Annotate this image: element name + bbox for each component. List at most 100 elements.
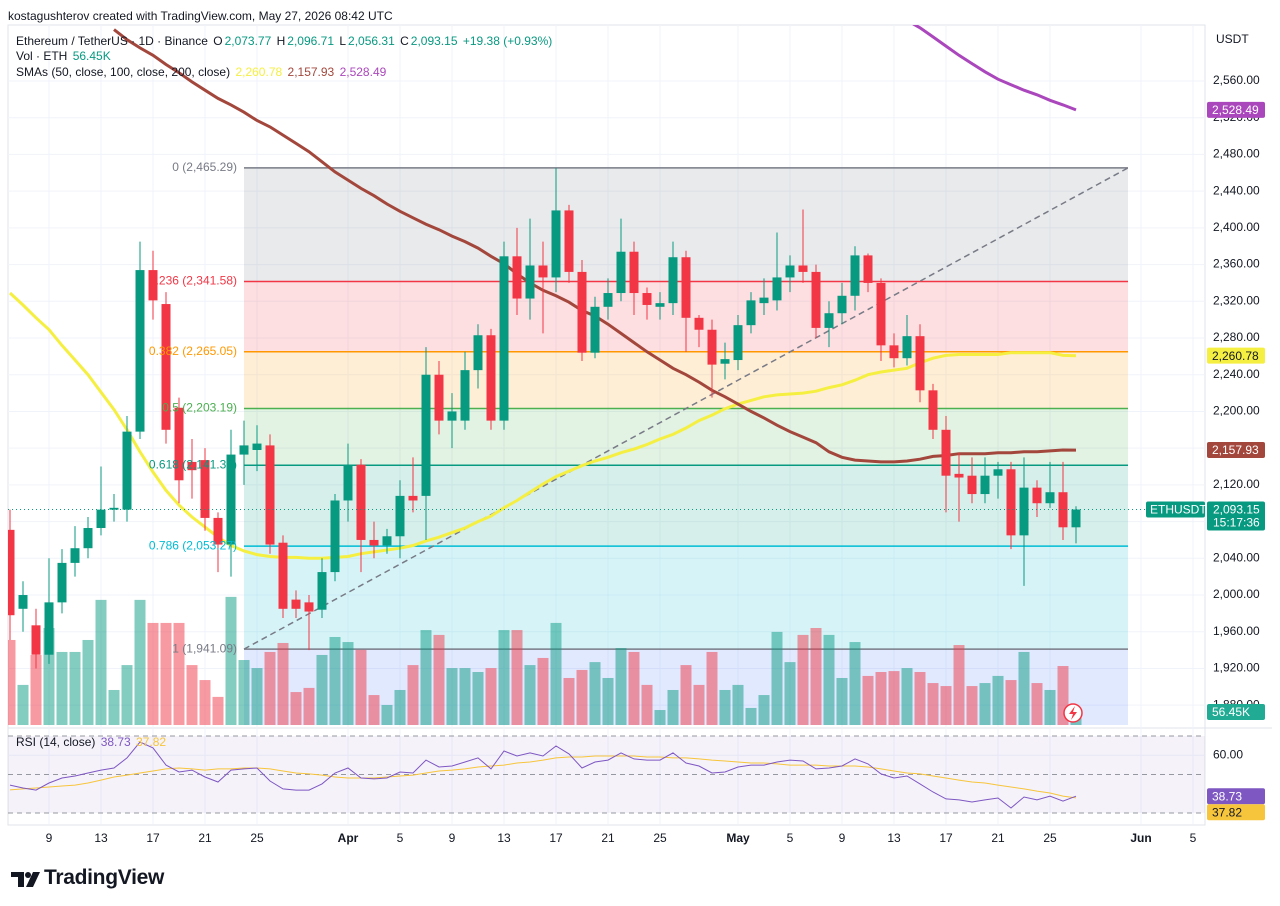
volume-bar	[264, 651, 276, 725]
candle-body	[928, 390, 938, 430]
volume-bar	[524, 665, 536, 725]
candle-body	[551, 210, 561, 278]
y-tick-label: 2,280.00	[1213, 330, 1260, 344]
rsi-ma-badge: 37.82	[1212, 805, 1242, 819]
candle-body	[681, 257, 691, 318]
candle-body	[473, 335, 483, 371]
o-val: 2,073.77	[224, 34, 272, 48]
volume-bar	[732, 684, 744, 725]
event-icon[interactable]	[1063, 703, 1083, 723]
sma100-value: 2,157.93	[287, 65, 335, 79]
candle-body	[252, 443, 262, 450]
candle-body	[18, 595, 28, 609]
sma-badge-bg	[1207, 101, 1265, 118]
rsi-pane	[8, 735, 1205, 814]
volume-bar	[719, 689, 731, 725]
volume-bar	[680, 665, 692, 725]
fib-label: 0.5 (2,203.19)	[162, 401, 237, 415]
candles	[8, 167, 1205, 669]
x-tick-label: 17	[939, 831, 953, 845]
volume-bar	[485, 668, 497, 725]
y-tick-label: 1,920.00	[1213, 661, 1260, 675]
price-badge: 2,093.15	[1213, 503, 1260, 517]
candle-body	[1045, 492, 1055, 504]
x-tick-label: May	[726, 831, 750, 845]
fib-zone	[244, 546, 1128, 650]
y-tick-label: 2,440.00	[1213, 183, 1260, 197]
volume-bar	[329, 636, 341, 725]
l-key: L	[339, 34, 347, 48]
volume-bar	[147, 622, 159, 725]
candle-body	[31, 625, 41, 655]
rsi-line	[9, 741, 1077, 809]
volume-bar	[459, 668, 471, 725]
price-badge-bg	[1207, 501, 1265, 531]
volume-bar	[563, 677, 575, 725]
candle-body	[746, 300, 756, 326]
volume-bar	[797, 634, 809, 725]
symbol-badge: ETHUSDT	[1150, 503, 1207, 517]
candle-body	[642, 293, 652, 305]
volume-bar	[875, 672, 887, 725]
candle-body	[265, 445, 275, 545]
candle-body	[772, 277, 782, 301]
x-tick-label: Apr	[338, 831, 359, 845]
x-tick-label: 9	[839, 831, 846, 845]
legend-sma: SMAs (50, close, 100, close, 200, close)…	[16, 65, 388, 79]
sma-badge-bg	[1207, 347, 1265, 364]
candle-body	[993, 469, 1003, 476]
volume-bar	[290, 692, 302, 725]
fib-label: 1 (1,941.09)	[172, 641, 237, 655]
volume-bar	[758, 695, 770, 725]
volume-bar	[108, 689, 120, 725]
volume-bar	[979, 683, 991, 725]
candle-body	[629, 251, 639, 294]
candle-body	[174, 407, 184, 481]
x-tick-label: 21	[991, 831, 1005, 845]
volume-bar	[30, 654, 42, 725]
x-tick-label: 17	[146, 831, 160, 845]
y-tick-label: 2,200.00	[1213, 404, 1260, 418]
candle-body	[1058, 492, 1068, 528]
volume-bar	[784, 662, 796, 725]
x-tick-label: 21	[198, 831, 212, 845]
sma50-value: 2,260.78	[235, 65, 283, 79]
volume-bar	[602, 677, 614, 725]
volume-bar	[342, 642, 354, 725]
volume-bar	[277, 642, 289, 725]
candle-body	[239, 445, 249, 455]
volume-bar	[641, 684, 653, 725]
legend-ohlc: Ethereum / TetherUS · 1D · Binance O 2,07…	[16, 34, 554, 48]
volume-bar	[628, 651, 640, 725]
volume-bar	[992, 675, 1004, 725]
volume-bar	[537, 657, 549, 725]
candle-body	[1032, 487, 1042, 504]
fib-label: 0.382 (2,265.05)	[149, 344, 237, 358]
volume-bar	[407, 665, 419, 725]
candle-body	[863, 255, 873, 283]
candle-body	[954, 473, 964, 478]
volume-bar	[121, 665, 133, 725]
volume-bar	[381, 704, 393, 725]
candle-body	[421, 374, 431, 496]
h-val: 2,096.71	[287, 34, 335, 48]
c-val: 2,093.15	[410, 34, 458, 48]
x-tick-label: 13	[94, 831, 108, 845]
x-tick-label: Jun	[1130, 831, 1151, 845]
volume-bar	[940, 686, 952, 725]
y-tick-label: 2,040.00	[1213, 550, 1260, 564]
fib-zone	[244, 351, 1128, 409]
volume-bar	[446, 668, 458, 725]
candle-body	[486, 335, 496, 421]
x-tick-label: 25	[250, 831, 264, 845]
rsi-ma-line	[9, 755, 1077, 799]
x-tick-label: 21	[601, 831, 615, 845]
x-tick-label: 5	[787, 831, 794, 845]
rsi-value: 38.73	[100, 735, 131, 749]
sma-line	[8, 291, 1077, 560]
x-tick-label: 13	[497, 831, 511, 845]
y-tick-label: 1,960.00	[1213, 624, 1260, 638]
volume-bar	[472, 672, 484, 725]
rsi-ma-value: 37.82	[136, 735, 167, 749]
candle-body	[304, 602, 314, 612]
